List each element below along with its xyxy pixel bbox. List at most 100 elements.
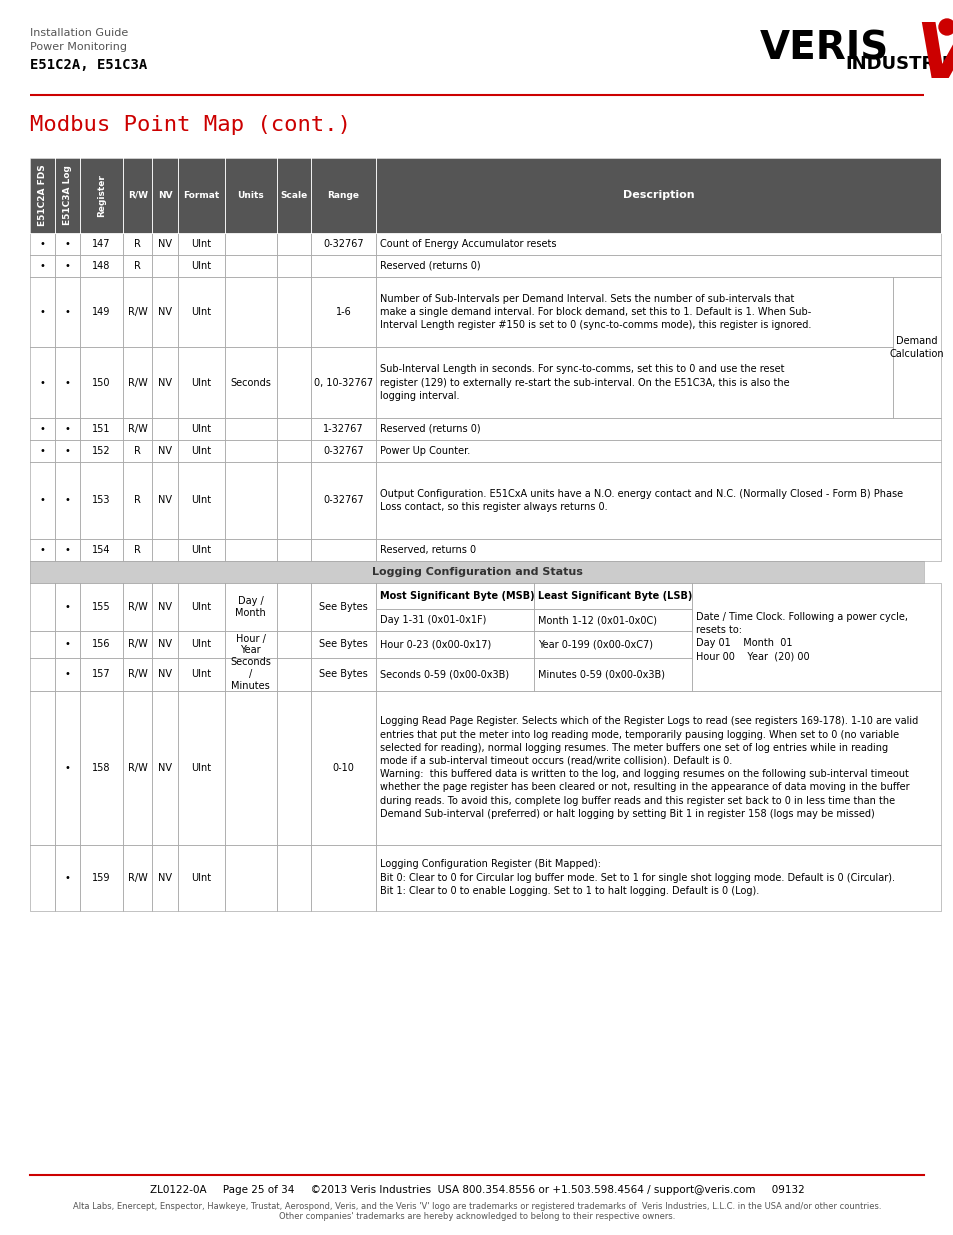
Text: R: R <box>134 446 141 456</box>
Bar <box>534 631 692 657</box>
Bar <box>276 158 311 233</box>
Bar <box>375 609 534 631</box>
Text: •: • <box>65 762 71 773</box>
Text: R/W: R/W <box>128 640 148 650</box>
Bar <box>276 440 311 462</box>
Text: Reserved (returns 0): Reserved (returns 0) <box>379 424 480 433</box>
Text: Day /
Month: Day / Month <box>235 597 266 618</box>
Text: Power Up Counter.: Power Up Counter. <box>379 446 470 456</box>
Bar <box>55 158 80 233</box>
Bar <box>892 277 940 417</box>
Bar <box>177 254 225 277</box>
Text: E51C3A Log: E51C3A Log <box>63 165 72 226</box>
Text: 157: 157 <box>92 669 111 679</box>
Text: •: • <box>39 261 46 270</box>
Bar <box>177 233 225 254</box>
Text: Day 1-31 (0x01-0x1F): Day 1-31 (0x01-0x1F) <box>379 615 486 625</box>
Bar <box>152 233 177 254</box>
Bar <box>30 462 55 538</box>
Bar <box>80 845 123 910</box>
Text: •: • <box>39 308 46 317</box>
Text: R: R <box>134 240 141 249</box>
Bar <box>311 845 375 910</box>
Text: 147: 147 <box>92 240 111 249</box>
Text: Reserved (returns 0): Reserved (returns 0) <box>379 261 480 270</box>
Bar <box>276 277 311 347</box>
Bar <box>123 631 152 657</box>
Bar <box>55 417 80 440</box>
Bar <box>55 583 80 631</box>
Bar <box>311 233 375 254</box>
Bar <box>225 158 276 233</box>
Bar <box>692 583 940 690</box>
Bar <box>375 277 892 347</box>
Bar <box>311 158 375 233</box>
Bar <box>276 462 311 538</box>
Bar <box>375 657 534 690</box>
Text: 149: 149 <box>92 308 111 317</box>
Text: UInt: UInt <box>191 378 211 388</box>
Bar <box>80 417 123 440</box>
Bar <box>152 583 177 631</box>
Bar <box>177 690 225 845</box>
Bar <box>276 233 311 254</box>
Text: •: • <box>65 261 71 270</box>
Bar <box>30 845 55 910</box>
Bar <box>177 462 225 538</box>
Bar <box>152 417 177 440</box>
Text: 148: 148 <box>92 261 111 270</box>
Bar <box>375 158 940 233</box>
Bar <box>177 158 225 233</box>
Bar <box>30 158 55 233</box>
Text: •: • <box>39 545 46 555</box>
Bar <box>55 347 80 417</box>
Bar <box>152 158 177 233</box>
Text: 1-6: 1-6 <box>335 308 351 317</box>
Text: Logging Configuration Register (Bit Mapped):
Bit 0: Clear to 0 for Circular log : Logging Configuration Register (Bit Mapp… <box>379 860 894 895</box>
Bar <box>152 631 177 657</box>
Text: NV: NV <box>158 240 172 249</box>
Bar <box>311 417 375 440</box>
Text: NV: NV <box>158 601 172 613</box>
Bar <box>30 561 923 583</box>
Bar <box>30 417 55 440</box>
Text: Format: Format <box>183 191 219 200</box>
Bar <box>375 462 940 538</box>
Text: UInt: UInt <box>191 240 211 249</box>
Bar <box>123 233 152 254</box>
Bar <box>375 583 534 609</box>
Text: 153: 153 <box>92 495 111 505</box>
Bar <box>30 254 55 277</box>
Text: NV: NV <box>158 640 172 650</box>
Bar <box>276 417 311 440</box>
Bar <box>375 440 940 462</box>
Bar <box>80 254 123 277</box>
Bar <box>534 583 692 609</box>
Bar <box>311 440 375 462</box>
Text: •: • <box>65 446 71 456</box>
Text: Most Significant Byte (MSB): Most Significant Byte (MSB) <box>379 592 534 601</box>
Text: •: • <box>65 424 71 433</box>
Bar <box>55 845 80 910</box>
Text: •: • <box>65 669 71 679</box>
Bar <box>311 347 375 417</box>
Text: •: • <box>39 240 46 249</box>
Bar <box>276 583 311 631</box>
Text: E51C2A, E51C3A: E51C2A, E51C3A <box>30 58 147 72</box>
Text: Seconds 0-59 (0x00-0x3B): Seconds 0-59 (0x00-0x3B) <box>379 669 509 679</box>
Text: NV: NV <box>158 669 172 679</box>
Text: Count of Energy Accumulator resets: Count of Energy Accumulator resets <box>379 240 556 249</box>
Bar <box>152 538 177 561</box>
Bar <box>534 657 692 690</box>
Text: Units: Units <box>237 191 264 200</box>
Text: UInt: UInt <box>191 545 211 555</box>
Bar <box>30 690 55 845</box>
Bar <box>80 631 123 657</box>
Text: •: • <box>65 240 71 249</box>
Text: Date / Time Clock. Following a power cycle,
resets to:
Day 01    Month  01
Hour : Date / Time Clock. Following a power cyc… <box>696 611 907 662</box>
Bar <box>276 347 311 417</box>
Text: UInt: UInt <box>191 669 211 679</box>
Text: 0-32767: 0-32767 <box>323 495 363 505</box>
Text: 158: 158 <box>92 762 111 773</box>
Bar <box>123 583 152 631</box>
